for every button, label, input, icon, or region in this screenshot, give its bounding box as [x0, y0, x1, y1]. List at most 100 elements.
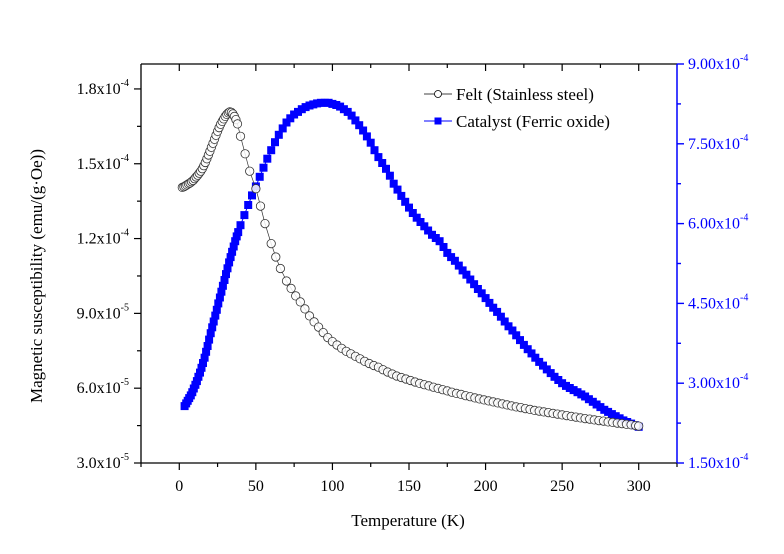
data-point-catalyst	[282, 118, 291, 127]
y-tick-exponent: -4	[121, 78, 129, 89]
data-point-felt	[291, 291, 301, 301]
data-point-catalyst	[267, 146, 276, 155]
data-point-catalyst	[211, 311, 220, 320]
data-point-catalyst	[209, 317, 218, 326]
data-point-catalyst	[385, 171, 394, 180]
data-point-felt	[245, 166, 255, 176]
data-point-felt	[251, 184, 261, 194]
x-tick-label: 150	[397, 478, 421, 495]
y-axis-title: Magnetic susceptibility (emu/(g·Oe))	[27, 149, 46, 403]
data-point-catalyst	[218, 281, 227, 290]
data-point-catalyst	[397, 191, 406, 200]
data-point-catalyst	[458, 266, 467, 275]
data-point-catalyst	[228, 247, 237, 256]
data-point-catalyst	[424, 226, 433, 235]
y-tick-mantissa: 1.8x10	[77, 81, 121, 98]
y2-tick-exponent: -4	[740, 292, 748, 303]
data-point-catalyst	[240, 211, 249, 220]
data-point-catalyst	[263, 154, 272, 163]
data-point-catalyst	[231, 237, 240, 246]
data-point-catalyst	[470, 280, 479, 289]
y2-tick-exponent: -4	[740, 452, 748, 463]
y-tick-mantissa: 1.5x10	[77, 156, 121, 173]
y-tick-exponent: -4	[121, 228, 129, 239]
y-axis-right: 1.50x10-43.00x10-44.50x10-46.00x10-47.50…	[677, 53, 748, 472]
data-point-catalyst	[512, 331, 521, 340]
data-point-catalyst	[450, 256, 459, 265]
y2-tick-mantissa: 7.50x10	[688, 136, 740, 153]
data-point-catalyst	[496, 312, 505, 321]
y2-tick-label: 4.50x10-4	[688, 292, 748, 312]
plot-area	[177, 98, 644, 431]
y2-tick-exponent: -4	[740, 372, 748, 383]
data-point-catalyst	[351, 116, 360, 125]
data-point-felt	[286, 283, 296, 293]
data-point-catalyst	[370, 146, 379, 155]
y-tick-label: 1.8x10-4	[77, 78, 129, 98]
data-point-catalyst	[217, 287, 226, 296]
y2-tick-label: 7.50x10-4	[688, 133, 748, 153]
data-point-catalyst	[527, 349, 536, 358]
y-axis-left: 3.0x10-56.0x10-59.0x10-51.2x10-41.5x10-4…	[77, 78, 141, 472]
y-tick-label: 6.0x10-5	[77, 377, 129, 397]
y-tick-exponent: -5	[121, 377, 129, 388]
x-axis-title: Temperature (K)	[351, 511, 465, 530]
y2-tick-exponent: -4	[740, 213, 748, 224]
data-point-catalyst	[435, 237, 444, 246]
y-tick-label: 1.2x10-4	[77, 228, 129, 248]
y2-tick-mantissa: 6.00x10	[688, 216, 740, 233]
data-point-catalyst	[405, 203, 413, 212]
data-point-catalyst	[259, 163, 268, 172]
data-point-catalyst	[200, 353, 209, 362]
data-point-felt	[240, 149, 250, 159]
legend-label-felt: Felt (Stainless steel)	[456, 85, 594, 104]
legend-item-catalyst: Catalyst (Ferric oxide)	[424, 112, 610, 131]
y-tick-mantissa: 3.0x10	[77, 455, 121, 472]
y-tick-label: 3.0x10-5	[77, 452, 129, 472]
data-point-catalyst	[236, 221, 245, 230]
data-point-catalyst	[493, 307, 502, 316]
data-point-catalyst	[389, 179, 398, 188]
y2-tick-mantissa: 1.50x10	[688, 455, 740, 472]
y2-tick-exponent: -4	[740, 53, 748, 64]
data-point-catalyst	[485, 298, 494, 307]
data-point-catalyst	[500, 317, 509, 326]
data-point-catalyst	[220, 276, 229, 284]
data-point-catalyst	[477, 289, 486, 298]
data-point-catalyst	[516, 336, 524, 345]
data-point-catalyst	[214, 299, 223, 308]
y-tick-exponent: -5	[121, 452, 129, 463]
y2-tick-label: 1.50x10-4	[688, 452, 748, 472]
x-tick-label: 50	[248, 478, 264, 495]
data-point-catalyst	[192, 377, 201, 386]
data-point-catalyst	[206, 329, 215, 338]
data-point-catalyst	[489, 303, 498, 312]
data-point-catalyst	[362, 132, 371, 141]
data-point-catalyst	[393, 185, 402, 194]
data-point-catalyst	[466, 275, 475, 284]
x-tick-label: 100	[320, 478, 344, 495]
data-point-catalyst	[416, 218, 425, 226]
data-point-catalyst	[234, 228, 243, 237]
data-point-felt	[304, 311, 315, 321]
data-point-catalyst	[481, 294, 490, 303]
y-tick-label: 9.0x10-5	[77, 302, 129, 322]
series-felt	[177, 107, 644, 431]
data-point-catalyst	[212, 305, 221, 314]
y-tick-exponent: -4	[121, 153, 129, 164]
y2-tick-label: 6.00x10-4	[688, 213, 748, 233]
y2-tick-mantissa: 4.50x10	[688, 295, 740, 312]
data-point-catalyst	[401, 197, 410, 206]
y-tick-mantissa: 9.0x10	[77, 305, 121, 322]
data-point-catalyst	[205, 335, 214, 344]
data-point-catalyst	[194, 372, 203, 381]
data-point-catalyst	[519, 340, 528, 349]
data-point-catalyst	[531, 353, 540, 362]
data-point-felt	[300, 304, 310, 314]
legend-marker-felt	[434, 90, 442, 98]
x-tick-label: 0	[175, 478, 183, 495]
data-point-catalyst	[347, 111, 356, 120]
data-point-catalyst	[271, 138, 279, 147]
data-point-catalyst	[196, 368, 204, 377]
